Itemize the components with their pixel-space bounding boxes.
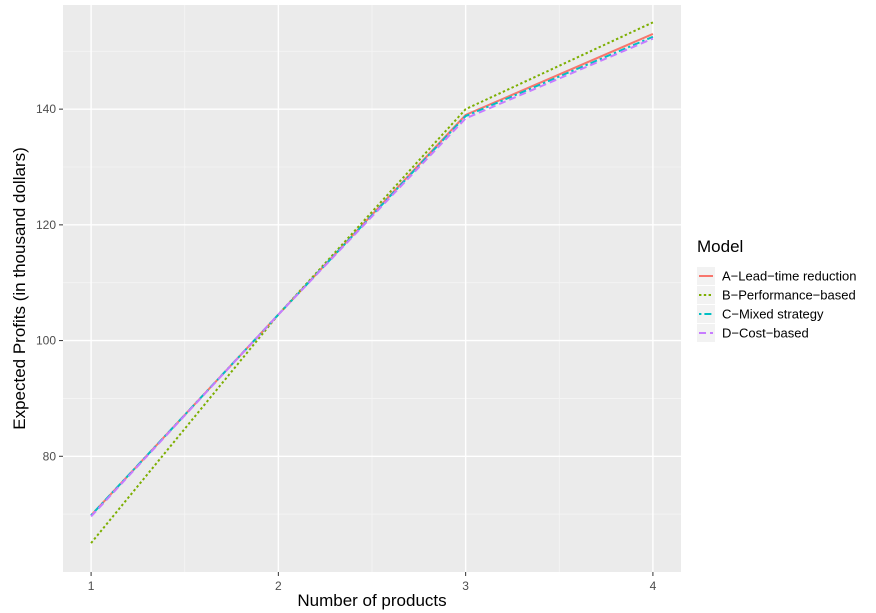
legend-label: A−Lead−time reduction — [722, 269, 856, 284]
x-tick-label: 4 — [650, 579, 657, 593]
y-tick-label: 120 — [36, 218, 56, 232]
x-axis-title: Number of products — [297, 591, 446, 610]
x-axis: 1 2 3 4 — [88, 572, 657, 593]
x-tick-label: 2 — [275, 579, 282, 593]
x-tick-label: 1 — [88, 579, 95, 593]
legend-title: Model — [697, 237, 743, 256]
y-tick-label: 80 — [43, 449, 57, 463]
legend: Model A−Lead−time reduction B−Performance… — [697, 237, 856, 342]
y-tick-label: 140 — [36, 102, 56, 116]
legend-label: D−Cost−based — [722, 326, 809, 341]
y-tick-label: 100 — [36, 334, 56, 348]
x-tick-label: 3 — [462, 579, 469, 593]
legend-label: C−Mixed strategy — [722, 307, 824, 322]
y-axis-title: Expected Profits (in thousand dollars) — [10, 147, 29, 430]
legend-label: B−Performance−based — [722, 288, 856, 303]
y-axis: 80 100 120 140 — [36, 102, 63, 463]
